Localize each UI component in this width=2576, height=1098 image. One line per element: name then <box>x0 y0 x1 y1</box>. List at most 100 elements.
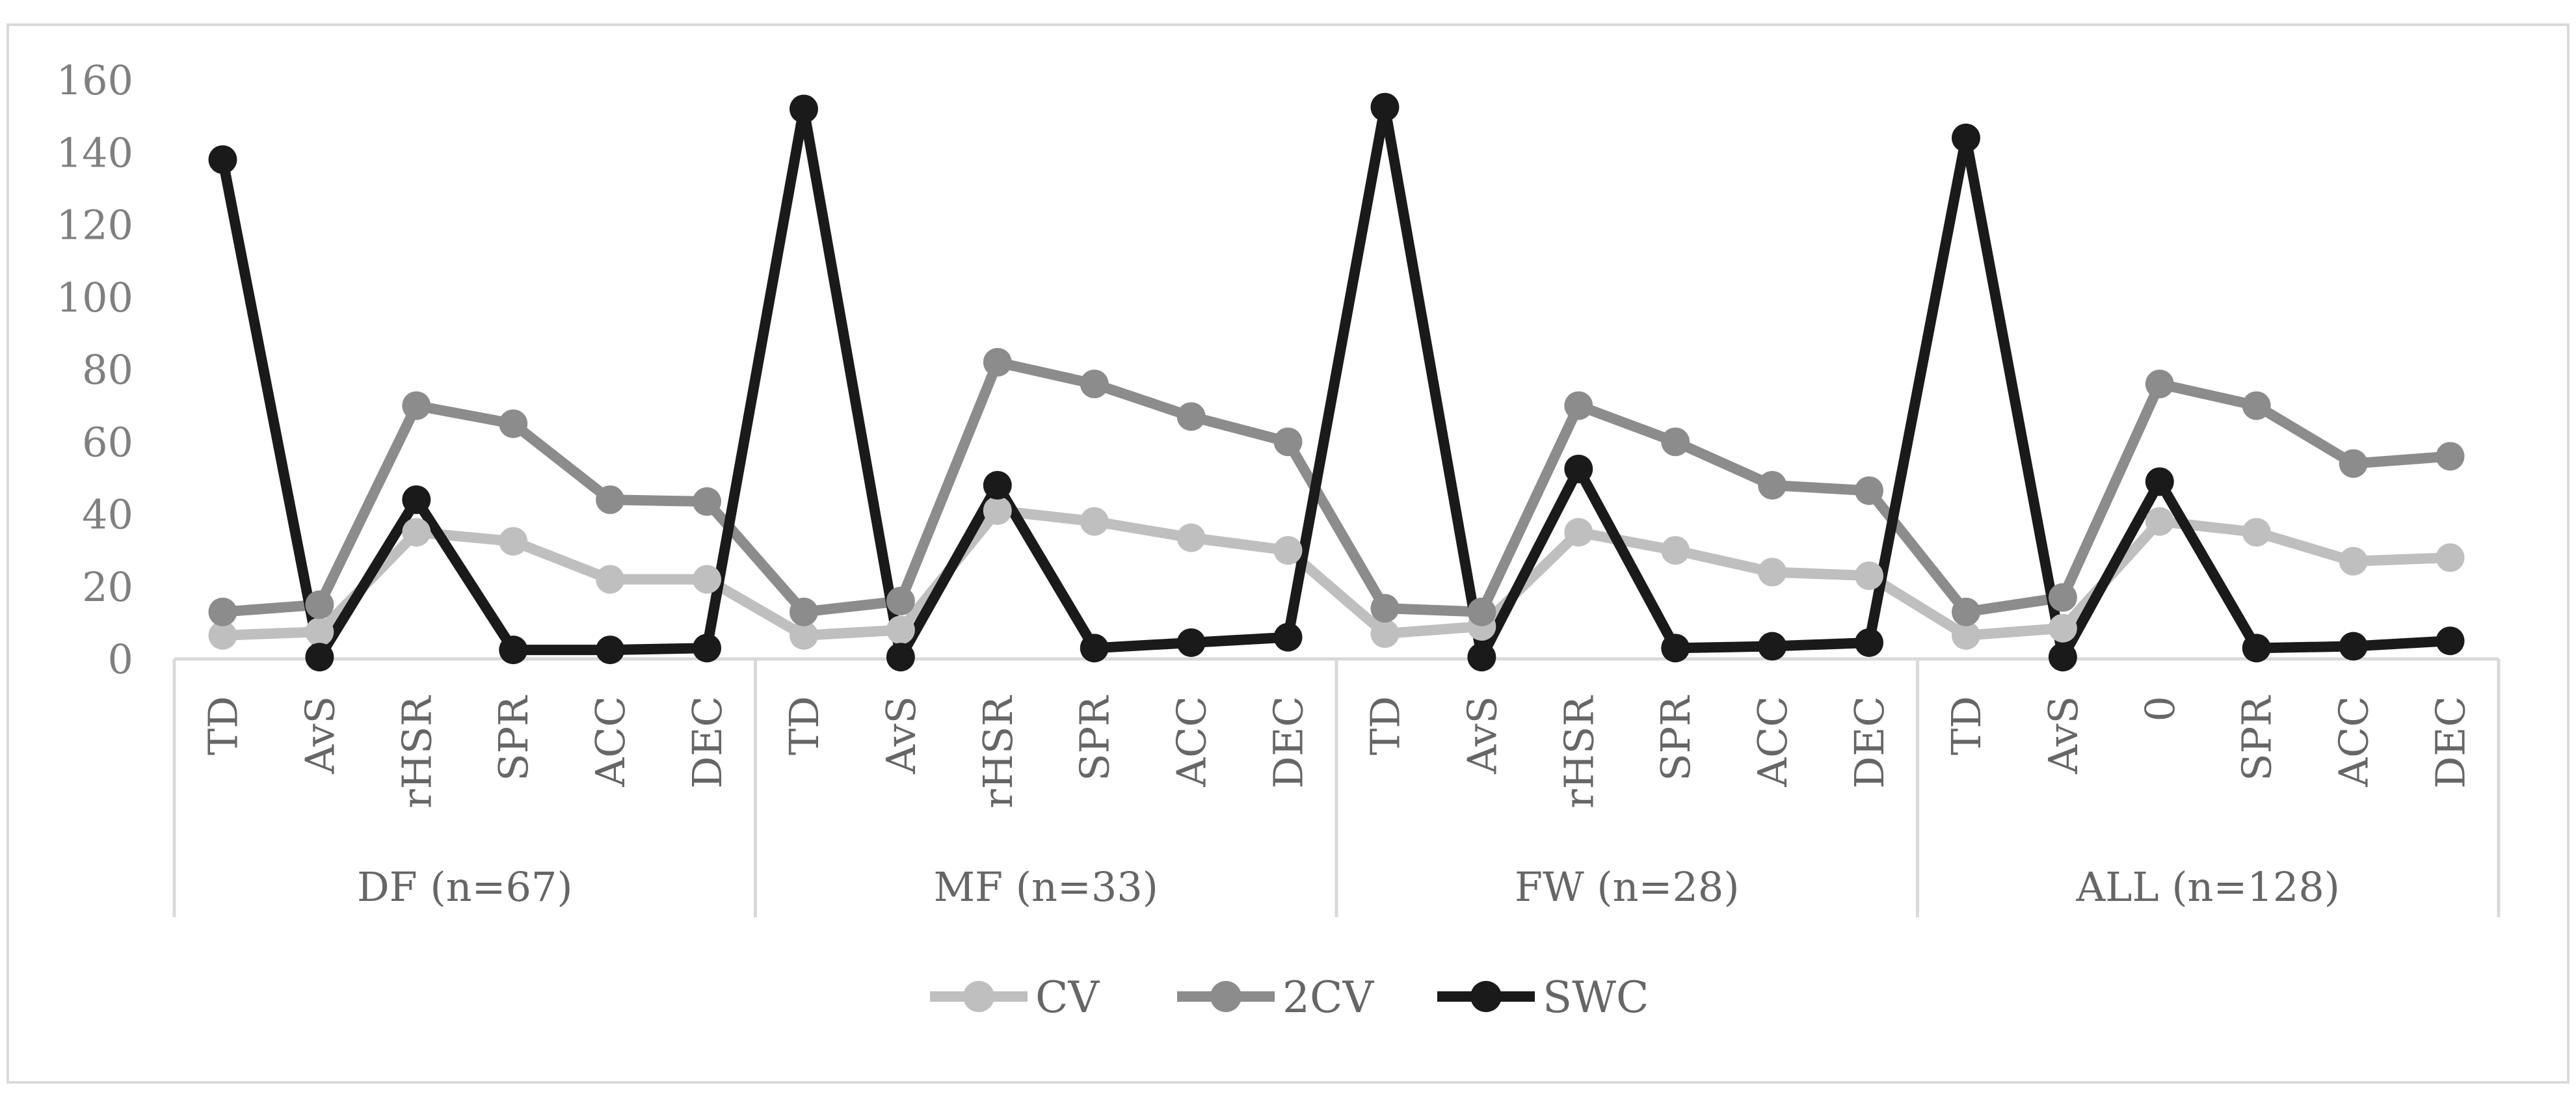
data-point-2cv <box>1855 476 1884 505</box>
category-label: TD <box>1943 696 1990 755</box>
data-point-swc <box>208 145 237 174</box>
data-point-2cv <box>2145 369 2174 399</box>
category-label: ACC <box>1749 696 1796 788</box>
category-label: DEC <box>684 696 731 788</box>
data-point-2cv <box>2339 449 2368 478</box>
data-point-2cv <box>2048 583 2077 612</box>
category-label: ACC <box>2330 696 2378 788</box>
category-label: ACC <box>1168 696 1215 788</box>
data-point-cv <box>789 621 818 650</box>
group-label: MF (n=33) <box>934 863 1158 911</box>
data-point-2cv <box>983 347 1012 377</box>
data-point-swc <box>2048 643 2077 672</box>
data-point-swc <box>1661 634 1690 663</box>
data-point-cv <box>2436 543 2465 572</box>
category-label: DEC <box>2427 696 2475 788</box>
category-label: rHSR <box>974 695 1022 809</box>
series-points <box>208 92 2465 672</box>
data-point-cv <box>1951 621 1980 650</box>
y-tick-label: 80 <box>82 346 133 394</box>
category-label: AvS <box>296 696 343 775</box>
data-point-2cv <box>1273 427 1303 457</box>
category-label: SPR <box>1652 695 1699 781</box>
group-label: DF (n=67) <box>357 863 573 911</box>
category-label: DEC <box>1846 696 1893 788</box>
data-point-cv <box>1758 557 1787 587</box>
legend: CV 2CV SWC <box>930 972 1649 1023</box>
data-point-2cv <box>208 597 237 626</box>
data-point-cv <box>886 615 915 645</box>
data-point-cv <box>1273 536 1303 565</box>
category-label: TD <box>780 696 828 755</box>
category-label: TD <box>1361 696 1409 755</box>
data-point-2cv <box>789 597 818 626</box>
y-tick-label: 140 <box>57 129 133 176</box>
data-point-cv <box>208 621 237 650</box>
data-point-cv <box>499 527 528 556</box>
data-point-cv <box>1661 536 1690 565</box>
data-point-2cv <box>1080 369 1109 399</box>
data-point-swc <box>1080 634 1109 663</box>
series-line-2cv <box>217 356 2456 617</box>
x-axis <box>172 657 2501 917</box>
legend-label-2cv: 2CV <box>1282 972 1374 1023</box>
category-label: SPR <box>1071 695 1119 781</box>
legend-marker-swc <box>1470 981 1502 1012</box>
category-label: AvS <box>877 696 925 775</box>
legend-label-swc: SWC <box>1543 972 1649 1023</box>
series-line-cv <box>217 505 2456 641</box>
category-label: TD <box>199 696 246 755</box>
category-label: rHSR <box>1555 695 1602 809</box>
y-tick-label: 120 <box>57 202 133 249</box>
data-point-swc <box>983 471 1012 500</box>
category-label: ACC <box>587 696 634 788</box>
category-labels: TD AvS rHSR SPR ACC DEC TD AvS rHSR SPR ACC DEC TD Av… <box>199 695 2474 809</box>
y-tick-label: 60 <box>82 418 133 466</box>
data-point-swc <box>305 643 334 672</box>
data-point-2cv <box>499 409 528 438</box>
data-point-swc <box>693 634 722 663</box>
data-point-2cv <box>693 487 722 516</box>
category-label: AvS <box>2039 696 2087 775</box>
data-point-2cv <box>1951 597 1980 626</box>
category-label: rHSR <box>393 695 440 809</box>
data-point-cv <box>2048 613 2077 643</box>
data-point-swc <box>1758 632 1787 661</box>
data-point-swc <box>2339 632 2368 661</box>
category-label: 0 <box>2136 696 2184 721</box>
data-point-2cv <box>1176 402 1206 431</box>
data-point-2cv <box>886 587 915 615</box>
data-point-2cv <box>2242 391 2271 420</box>
category-label: DEC <box>1265 696 1312 788</box>
data-point-swc <box>886 643 915 672</box>
data-point-swc <box>1855 628 1884 657</box>
data-point-swc <box>499 636 528 665</box>
data-point-cv <box>1176 523 1206 552</box>
y-tick-label: 40 <box>82 491 133 539</box>
data-point-swc <box>2242 634 2271 663</box>
category-label: AvS <box>1458 696 1506 775</box>
y-axis-ticks: 0 20 40 60 80 100 120 140 160 <box>57 57 133 683</box>
data-point-swc <box>2436 626 2465 656</box>
data-point-cv <box>2145 507 2174 536</box>
data-point-cv <box>983 496 1012 525</box>
data-point-cv <box>402 518 431 547</box>
data-point-swc <box>1564 454 1593 483</box>
data-point-swc <box>1273 623 1303 652</box>
series-line-swc <box>217 101 2456 663</box>
data-point-swc <box>789 94 818 124</box>
data-point-2cv <box>2436 442 2465 471</box>
group-label: ALL (n=128) <box>2076 863 2340 911</box>
y-tick-label: 160 <box>57 57 133 104</box>
data-point-swc <box>1370 92 1400 122</box>
y-tick-label: 20 <box>82 563 133 611</box>
group-labels: DF (n=67) MF (n=33) FW (n=28) ALL (n=128) <box>357 863 2340 911</box>
data-point-swc <box>596 636 625 665</box>
category-label: SPR <box>2233 695 2281 781</box>
y-tick-label: 100 <box>57 274 133 321</box>
y-tick-label: 0 <box>108 636 133 683</box>
data-point-cv <box>596 565 625 594</box>
data-point-cv <box>1370 619 1400 649</box>
legend-marker-cv <box>963 981 994 1012</box>
legend-label-cv: CV <box>1035 972 1100 1023</box>
